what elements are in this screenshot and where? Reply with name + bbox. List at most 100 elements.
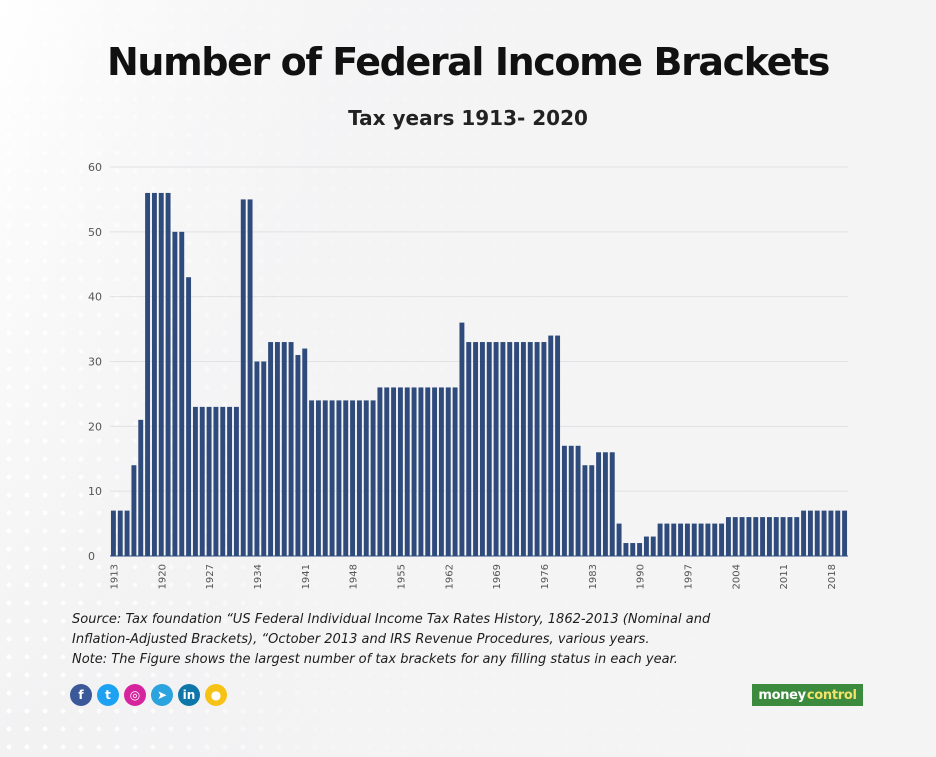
linkedin-icon[interactable]: in bbox=[178, 684, 200, 706]
bar-1945 bbox=[329, 400, 335, 556]
y-tick-label: 60 bbox=[88, 161, 102, 174]
bar-1997 bbox=[684, 523, 690, 556]
bar-1958 bbox=[418, 387, 424, 556]
x-tick-label: 2018 bbox=[827, 564, 838, 589]
bar-1949 bbox=[356, 400, 362, 556]
bar-1915 bbox=[124, 510, 130, 556]
bar-1996 bbox=[678, 523, 684, 556]
bar-1926 bbox=[199, 406, 205, 556]
bar-1946 bbox=[336, 400, 342, 556]
bar-1999 bbox=[698, 523, 704, 556]
bar-1973 bbox=[520, 342, 526, 556]
bar-1941 bbox=[302, 348, 308, 556]
bar-2016 bbox=[814, 510, 820, 556]
facebook-icon[interactable]: f bbox=[70, 684, 92, 706]
bar-1913 bbox=[110, 510, 116, 556]
bar-1957 bbox=[411, 387, 417, 556]
bar-2010 bbox=[773, 517, 779, 556]
bar-2018 bbox=[828, 510, 834, 556]
bar-1936 bbox=[268, 342, 274, 556]
bar-1986 bbox=[609, 452, 615, 556]
bar-1962 bbox=[445, 387, 451, 556]
y-tick-label: 10 bbox=[88, 485, 102, 498]
x-tick-label: 1969 bbox=[492, 564, 503, 589]
bar-2006 bbox=[746, 517, 752, 556]
bar-1922 bbox=[172, 231, 178, 556]
bar-1967 bbox=[479, 342, 485, 556]
logo-part-control: control bbox=[806, 687, 857, 703]
bar-1990 bbox=[637, 543, 643, 556]
bar-1972 bbox=[514, 342, 520, 556]
bar-1932 bbox=[240, 199, 246, 556]
bar-1964 bbox=[459, 322, 465, 556]
bar-2002 bbox=[719, 523, 725, 556]
bar-1933 bbox=[247, 199, 253, 556]
bar-1989 bbox=[630, 543, 636, 556]
bar-1998 bbox=[691, 523, 697, 556]
bar-1968 bbox=[486, 342, 492, 556]
bar-1953 bbox=[384, 387, 390, 556]
bar-1930 bbox=[227, 406, 233, 556]
x-tick-label: 1997 bbox=[683, 564, 694, 589]
bar-1980 bbox=[568, 445, 574, 556]
bar-2012 bbox=[787, 517, 793, 556]
bar-1975 bbox=[534, 342, 540, 556]
bar-1985 bbox=[602, 452, 608, 556]
bar-1970 bbox=[500, 342, 506, 556]
bar-1948 bbox=[350, 400, 356, 556]
bar-1995 bbox=[671, 523, 677, 556]
bar-1955 bbox=[397, 387, 403, 556]
bar-1943 bbox=[315, 400, 321, 556]
bar-1929 bbox=[220, 406, 226, 556]
source-line-2: Inflation-Adjusted Brackets), “October 2… bbox=[72, 632, 650, 647]
bar-2009 bbox=[766, 517, 772, 556]
bar-1992 bbox=[650, 536, 656, 556]
source-line-1: Source: Tax foundation “US Federal Indiv… bbox=[72, 612, 711, 627]
x-tick-label: 2011 bbox=[779, 564, 790, 589]
x-tick-label: 1990 bbox=[636, 564, 647, 589]
social-icons: f t ◎ ➤ in ● bbox=[70, 684, 227, 706]
bar-1961 bbox=[438, 387, 444, 556]
x-tick-label: 1927 bbox=[205, 564, 216, 589]
x-tick-label: 1955 bbox=[396, 564, 407, 589]
bar-2013 bbox=[794, 517, 800, 556]
x-tick-label: 1913 bbox=[109, 564, 120, 589]
bar-1947 bbox=[343, 400, 349, 556]
bar-1983 bbox=[589, 465, 595, 556]
x-tick-label: 1983 bbox=[588, 564, 599, 589]
bar-1920 bbox=[158, 192, 164, 556]
bar-1919 bbox=[151, 192, 157, 556]
y-tick-label: 40 bbox=[88, 291, 102, 304]
bar-2020 bbox=[842, 510, 848, 556]
bar-2008 bbox=[760, 517, 766, 556]
koo-icon[interactable]: ● bbox=[205, 684, 227, 706]
moneycontrol-logo: money control bbox=[752, 684, 863, 706]
bar-1954 bbox=[391, 387, 397, 556]
x-tick-label: 2004 bbox=[731, 564, 742, 589]
bar-1981 bbox=[575, 445, 581, 556]
bar-2007 bbox=[753, 517, 759, 556]
bar-2000 bbox=[705, 523, 711, 556]
bar-2004 bbox=[732, 517, 738, 556]
y-tick-label: 50 bbox=[88, 226, 102, 239]
twitter-icon[interactable]: t bbox=[97, 684, 119, 706]
telegram-icon[interactable]: ➤ bbox=[151, 684, 173, 706]
bar-1939 bbox=[288, 342, 294, 556]
bar-1982 bbox=[582, 465, 588, 556]
x-tick-label: 1948 bbox=[349, 564, 360, 589]
y-tick-label: 20 bbox=[88, 420, 102, 433]
bar-1966 bbox=[473, 342, 479, 556]
bar-1928 bbox=[213, 406, 219, 556]
bar-1974 bbox=[527, 342, 533, 556]
bar-1976 bbox=[541, 342, 547, 556]
x-tick-label: 1920 bbox=[157, 564, 168, 589]
bar-1923 bbox=[179, 231, 185, 556]
bar-1988 bbox=[623, 543, 629, 556]
instagram-icon[interactable]: ◎ bbox=[124, 684, 146, 706]
bar-1987 bbox=[616, 523, 622, 556]
bar-1956 bbox=[404, 387, 410, 556]
bar-1952 bbox=[377, 387, 383, 556]
page-subtitle: Tax years 1913- 2020 bbox=[348, 106, 588, 130]
bar-2017 bbox=[821, 510, 827, 556]
bar-1914 bbox=[117, 510, 123, 556]
